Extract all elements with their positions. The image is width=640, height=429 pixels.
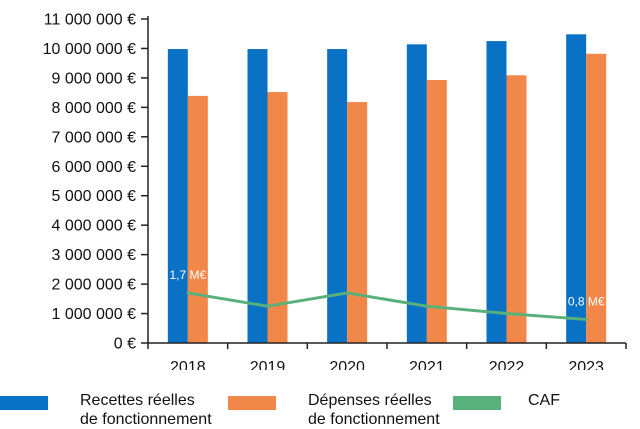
y-tick-label: 5 000 000 € <box>51 188 136 205</box>
caf-point-2022 <box>505 312 508 316</box>
y-tick-label: 7 000 000 € <box>51 129 136 146</box>
caf-series-line <box>187 291 587 321</box>
caf-point-2021 <box>425 304 429 308</box>
bar-depenses-2022 <box>506 75 527 343</box>
legend-swatch-recettes <box>0 396 48 410</box>
chart: 0 € 1 000 000 € 2 000 000 € 3 000 000 € 4 00… <box>43 12 627 370</box>
bar-recettes-2020 <box>327 49 348 343</box>
x-tick-label: 2018 <box>170 359 206 370</box>
x-tick-label: 2019 <box>250 359 286 370</box>
y-tick-label: 8 000 000 € <box>51 100 136 117</box>
legend-label-depenses: Dépenses réelles de fonctionnement <box>308 392 440 428</box>
bar-depenses-2023 <box>586 53 607 344</box>
y-tick-label: 3 000 000 € <box>51 247 136 264</box>
x-tick-label: 2023 <box>568 359 604 370</box>
legend: Recettes réelles de fonctionnement Dépen… <box>0 372 640 428</box>
caf-point-2018 <box>186 291 190 295</box>
legend-label-recettes: Recettes réelles de fonctionnement <box>80 392 212 428</box>
bar-recettes-2023 <box>566 34 587 343</box>
y-tick-label: 11 000 000 € <box>44 12 136 29</box>
bar-depenses-2020 <box>347 102 368 343</box>
legend-swatch-caf <box>453 396 501 410</box>
bar-recettes-2022 <box>486 41 507 343</box>
legend-swatch-depenses <box>228 396 276 410</box>
x-axis: 2018 2019 2020 2021 2022 2023 <box>147 342 627 370</box>
y-tick-label: 2 000 000 € <box>51 277 136 294</box>
data-label-2023: 0,8 M€ <box>568 294 605 308</box>
y-tick-label: 10 000 000 € <box>43 41 137 58</box>
x-tick-label: 2022 <box>489 359 525 370</box>
x-tick-label: 2020 <box>329 359 365 370</box>
caf-point-2023 <box>584 317 588 321</box>
y-tick-label: 1 000 000 € <box>51 306 136 323</box>
legend-label-caf: CAF <box>528 392 560 409</box>
bar-depenses-2019 <box>267 92 288 343</box>
y-tick-label: 6 000 000 € <box>51 159 136 176</box>
data-label-2018: 1,7 M€ <box>169 268 206 282</box>
y-axis: 0 € 1 000 000 € 2 000 000 € 3 000 000 € 4 00… <box>43 12 149 353</box>
bar-depenses-2018 <box>187 95 208 343</box>
bar-depenses-2021 <box>426 79 447 343</box>
x-tick-label: 2021 <box>409 359 445 370</box>
annotations: 1,7 M€ 0,8 M€ <box>169 268 604 309</box>
bar-recettes-2021 <box>406 44 427 344</box>
caf-line <box>186 291 588 321</box>
y-tick-label: 0 € <box>114 336 136 353</box>
bar-recettes-2018 <box>167 49 188 343</box>
y-tick-label: 4 000 000 € <box>51 218 136 235</box>
y-tick-label: 9 000 000 € <box>51 70 136 87</box>
caf-point-2019 <box>266 304 269 308</box>
bar-recettes-2019 <box>247 49 268 343</box>
caf-point-2020 <box>345 291 349 295</box>
bars <box>167 34 607 344</box>
